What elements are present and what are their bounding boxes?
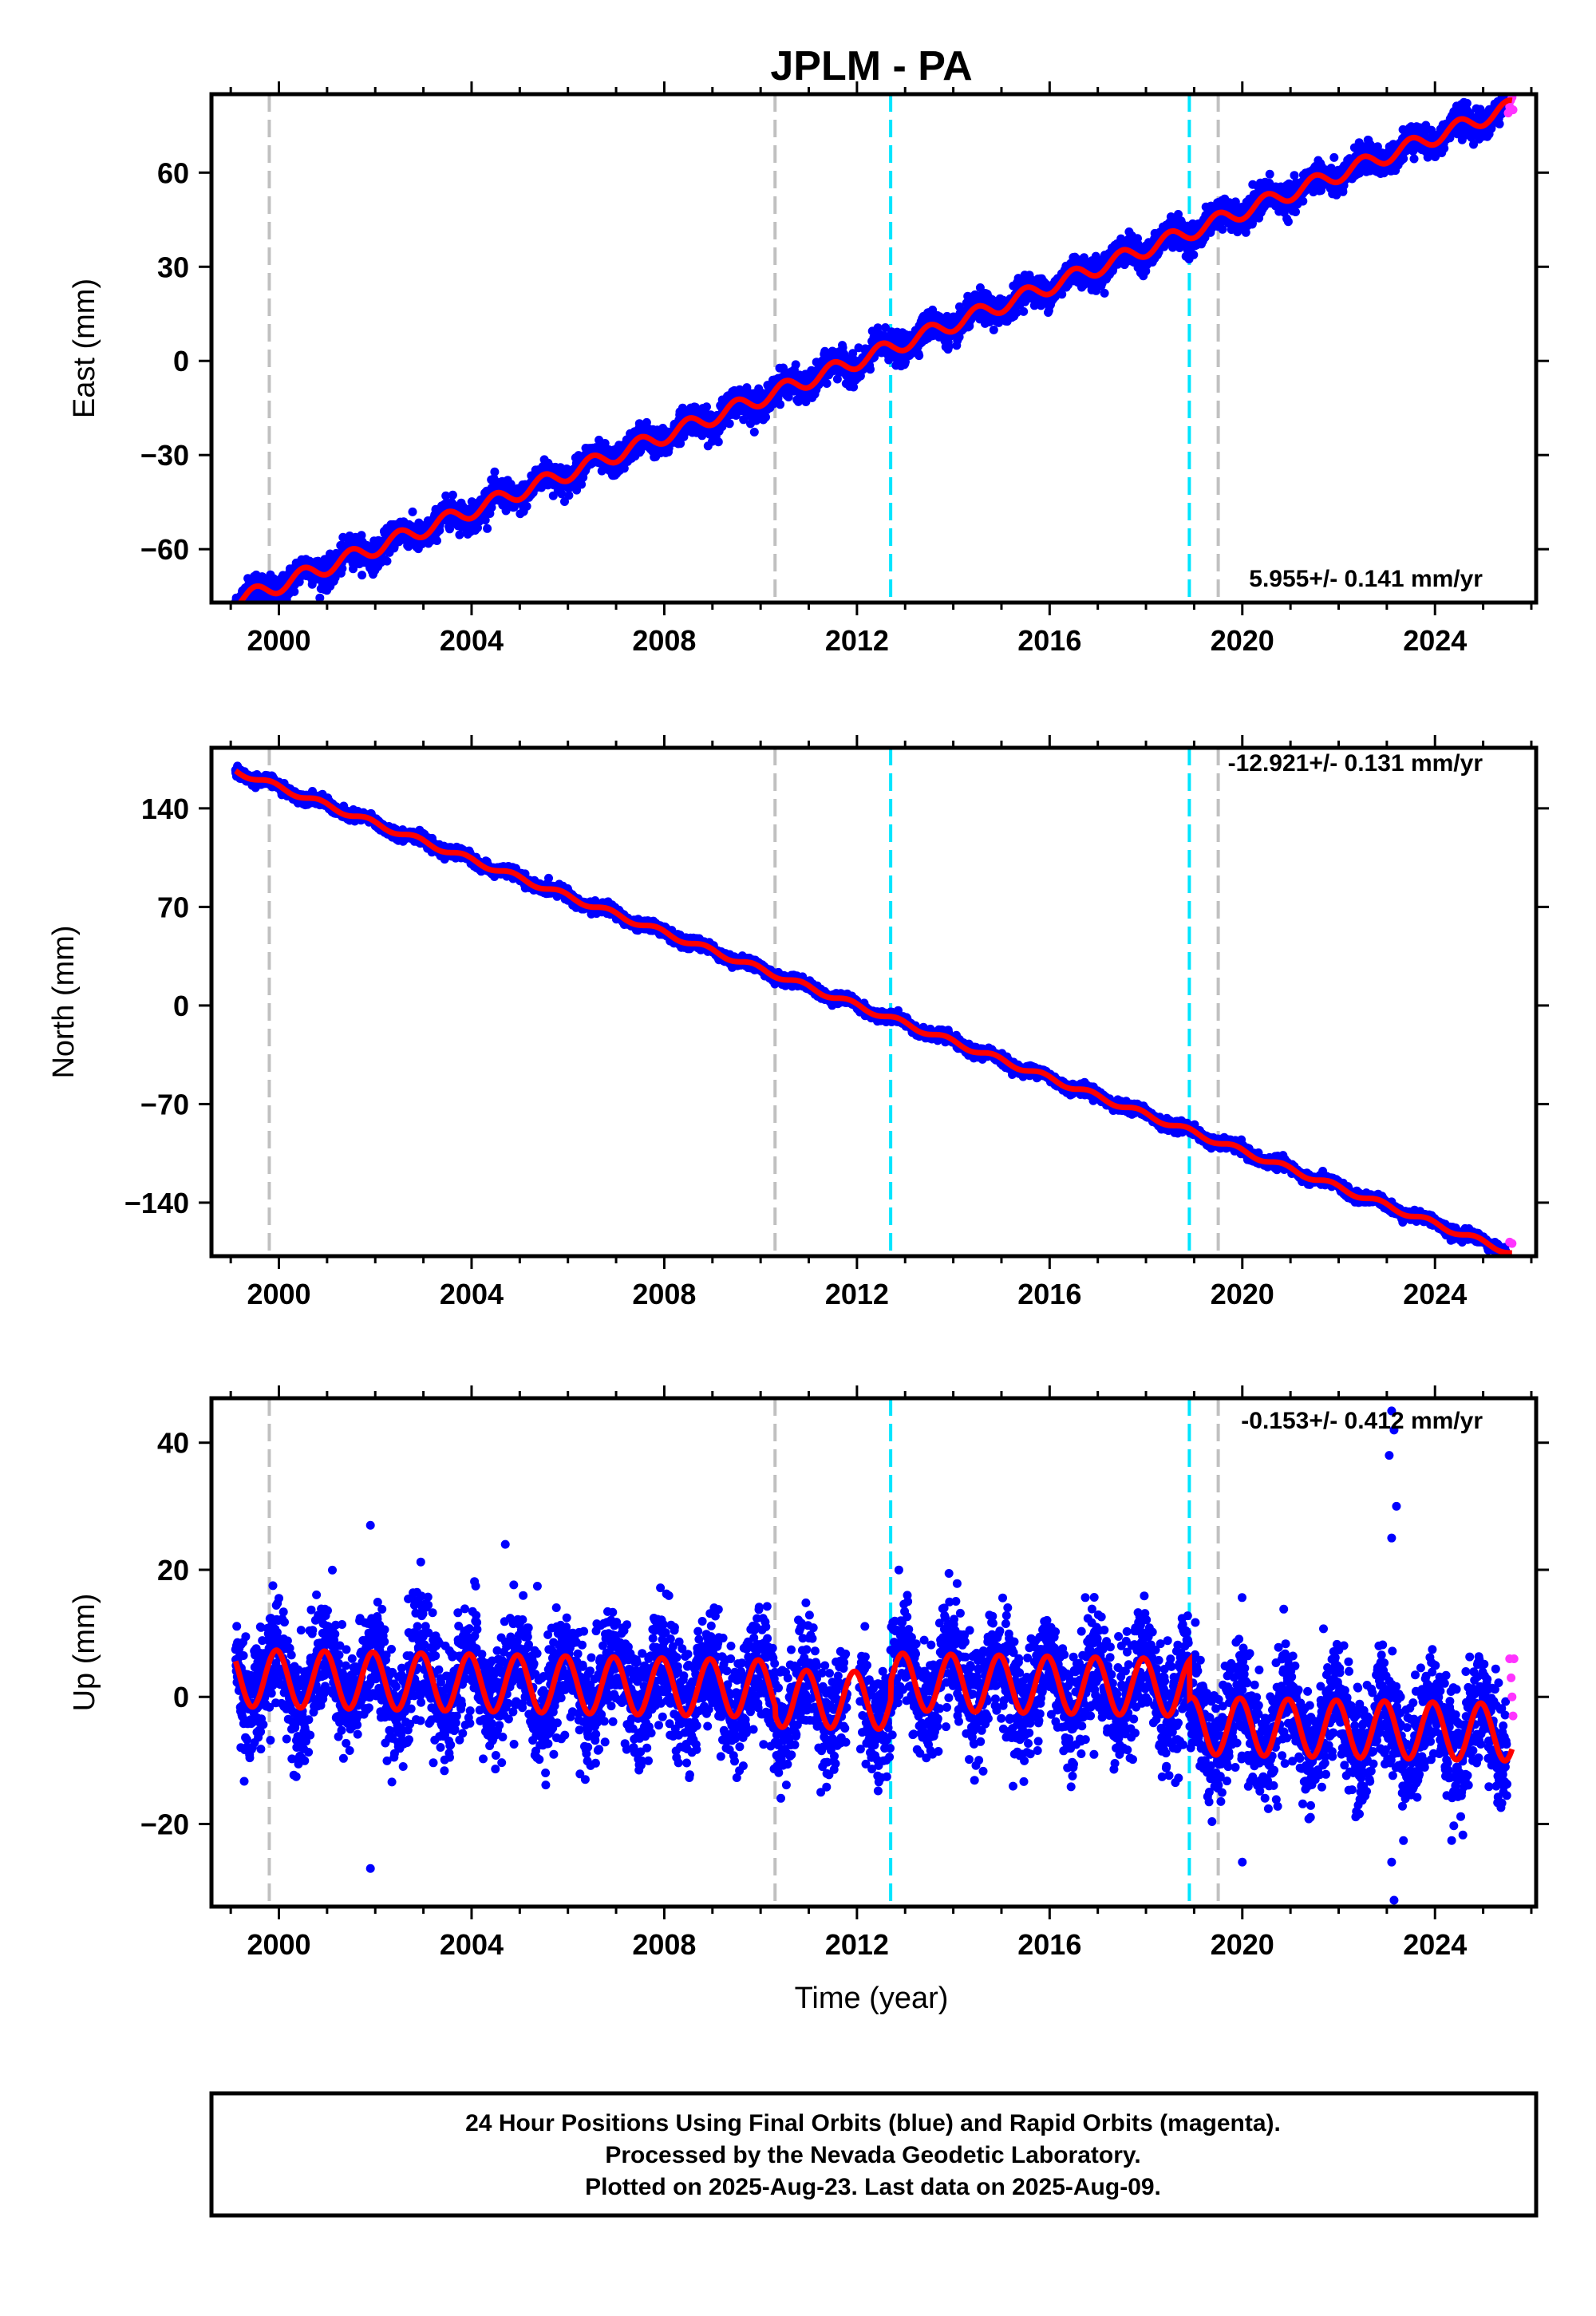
final-orbit-point	[761, 413, 770, 422]
final-orbit-point	[1283, 217, 1293, 227]
final-orbit-point	[944, 342, 954, 351]
final-orbit-point	[231, 607, 240, 615]
panel-1: 2000 2004 2008 2012 2016 2020 202460300−30−60E…	[68, 81, 1549, 657]
final-orbit-point	[382, 556, 392, 566]
final-orbit-point	[234, 608, 243, 617]
final-orbit-point	[1291, 207, 1300, 216]
final-orbit-point	[702, 402, 711, 412]
final-orbit-point	[1019, 306, 1029, 316]
final-orbit-point	[241, 603, 250, 612]
final-orbit-point	[577, 480, 587, 489]
final-orbit-point	[1189, 250, 1199, 259]
final-orbit-point	[866, 365, 875, 374]
final-orbit-point	[776, 400, 785, 409]
plot-area	[231, 94, 1518, 624]
final-orbit-point	[448, 490, 457, 500]
final-orbit-point	[791, 360, 800, 370]
final-orbit-point	[235, 608, 243, 617]
final-orbit-point	[600, 439, 610, 448]
final-orbit-point	[557, 489, 567, 499]
final-orbit-point	[522, 501, 531, 511]
final-orbit-point	[1329, 152, 1339, 162]
final-orbit-point	[713, 437, 723, 447]
final-orbit-point	[232, 606, 241, 615]
final-orbit-point	[231, 606, 240, 615]
chart-title: JPLM - PA	[770, 43, 972, 89]
final-orbit-point	[1298, 196, 1308, 206]
final-orbit-point	[1409, 154, 1419, 164]
final-orbit-point	[234, 615, 243, 624]
final-orbit-point	[240, 611, 249, 619]
final-orbit-point	[725, 419, 734, 429]
final-orbit-point	[915, 351, 924, 361]
final-orbit-point	[235, 605, 244, 614]
final-orbit-point	[238, 603, 247, 612]
final-orbit-point	[242, 603, 251, 612]
final-orbit-point	[560, 497, 569, 506]
final-orbit-point	[408, 507, 417, 516]
final-orbit-point	[433, 536, 441, 545]
final-orbit-point	[338, 563, 347, 573]
final-orbit-point	[290, 587, 299, 596]
final-orbit-point	[822, 379, 832, 388]
final-orbit-point	[989, 325, 998, 334]
final-orbit-point	[1265, 169, 1274, 179]
final-orbit-point	[357, 531, 366, 540]
final-orbit-point	[749, 427, 759, 437]
final-orbit-point	[235, 609, 244, 618]
final-orbit-point	[315, 593, 325, 603]
final-orbit-point	[490, 467, 500, 476]
final-orbit-point	[445, 524, 454, 534]
final-orbit-point	[441, 491, 451, 500]
final-orbit-point	[1100, 288, 1109, 298]
final-orbit-point	[234, 605, 243, 614]
final-orbit-point	[564, 491, 574, 500]
final-orbit-point	[483, 524, 492, 533]
final-orbit-point	[358, 571, 367, 580]
final-orbit-point	[349, 564, 358, 574]
final-orbit-point	[455, 530, 464, 539]
final-orbit-point	[480, 516, 490, 525]
